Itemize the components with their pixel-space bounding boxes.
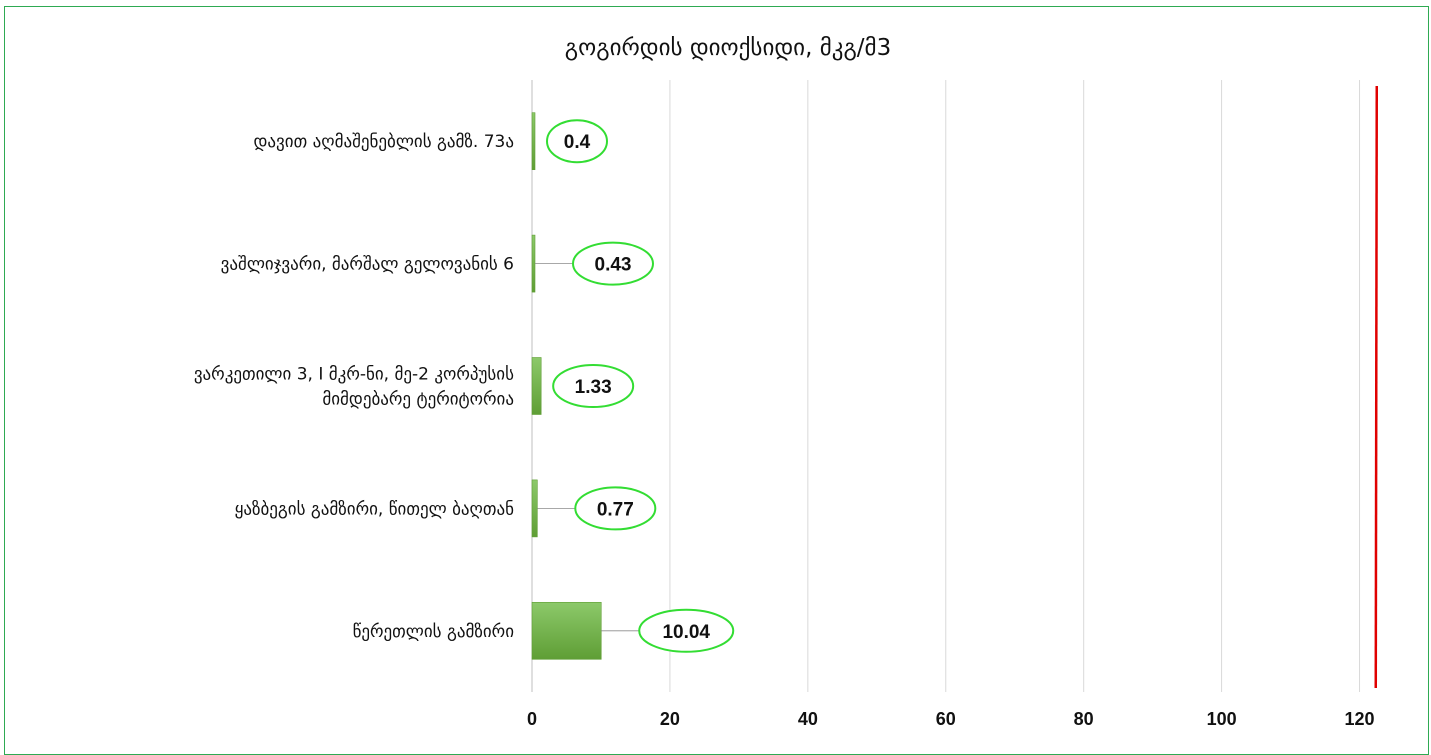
bar xyxy=(532,480,537,537)
category-label: ვაშლიჯვარი, მარშალ გელოვანის 6 xyxy=(221,255,514,275)
gridlines xyxy=(532,80,1360,692)
category-label: ვარკეთილი 3, I მკრ-ნი, მე-2 კორპუსის მიმდ… xyxy=(194,365,514,410)
category-label: წერეთლის გამზირი xyxy=(353,622,514,642)
bar xyxy=(532,602,601,659)
data-label: 0.4 xyxy=(564,132,591,153)
data-label: 0.43 xyxy=(595,255,632,276)
x-tick-label: 20 xyxy=(660,709,680,729)
x-tick-label: 80 xyxy=(1074,709,1094,729)
x-tick-label: 40 xyxy=(798,709,818,729)
x-axis: 0 20 40 60 80 100 120 xyxy=(527,709,1375,729)
limit-line-group xyxy=(1376,86,1377,688)
bar xyxy=(532,113,535,170)
x-tick-label: 100 xyxy=(1207,709,1237,729)
x-tick-label: 120 xyxy=(1344,709,1374,729)
data-label: 0.77 xyxy=(597,499,634,520)
category-label: ყაზბეგის გამზირი, წითელ ბაღთან xyxy=(235,499,515,519)
x-tick-label: 60 xyxy=(936,709,956,729)
chart-title: გოგირდის დიოქსიდი, მკგ/მ3 xyxy=(565,35,891,61)
data-label: 1.33 xyxy=(575,377,612,398)
category-labels: დავით აღმაშენებლის გამზ. 73ა ვაშლიჯვარი, … xyxy=(194,132,514,642)
x-tick-label: 0 xyxy=(527,709,537,729)
limit-line xyxy=(1376,86,1377,688)
bar xyxy=(532,358,541,415)
data-labels: 0.4 0.43 1.33 0.77 10.04 xyxy=(535,120,733,652)
data-label: 10.04 xyxy=(662,622,710,643)
bar xyxy=(532,235,535,292)
category-label: დავით აღმაშენებლის გამზ. 73ა xyxy=(254,132,514,152)
